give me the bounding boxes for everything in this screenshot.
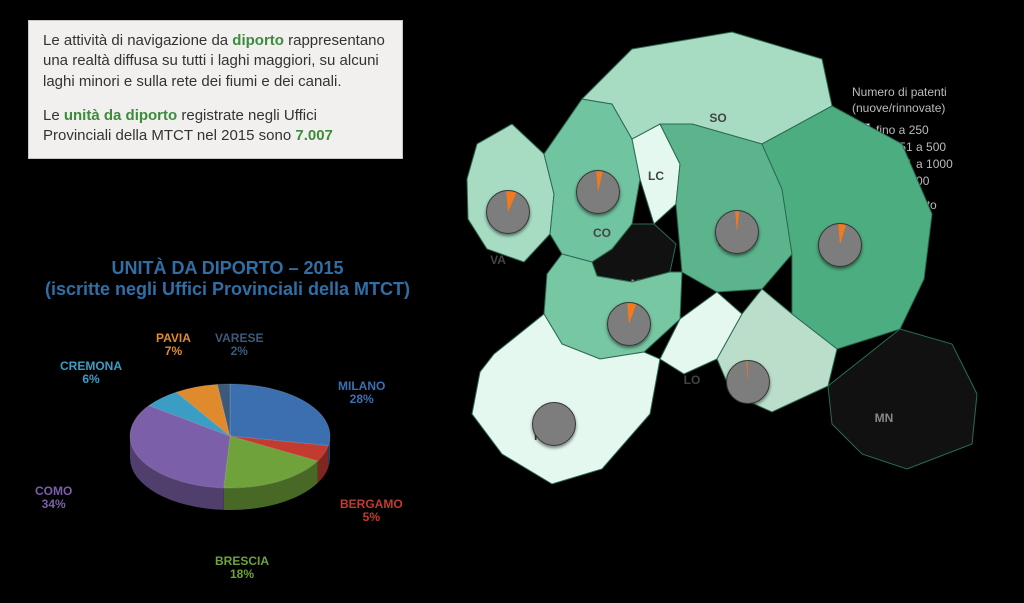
lombardy-map: VACOLCSOBGBSMBMILOCRPVMN — [432, 14, 998, 574]
info-textbox: Le attività di navigazione da diporto ra… — [28, 20, 403, 159]
pie-label-name: PAVIA — [156, 331, 191, 345]
pie-label-pct: 2% — [215, 345, 263, 358]
map-mini-pie — [715, 210, 759, 254]
p1a: Le attività di navigazione da — [43, 32, 232, 49]
map-mini-pie — [726, 360, 770, 404]
pie-title-line2: (iscritte negli Uffici Provinciali della… — [20, 279, 435, 300]
pie-label-pct: 6% — [60, 373, 122, 386]
pie-svg — [120, 356, 340, 546]
pie-slice-label: MILANO28% — [338, 380, 385, 406]
p2-number: 7.007 — [295, 127, 333, 144]
pie-slice-label: VARESE2% — [215, 332, 263, 358]
map-region-code: LO — [684, 373, 701, 387]
map-mini-pie — [607, 302, 651, 346]
pie-slice-label: BERGAMO5% — [340, 498, 403, 524]
map-region — [828, 329, 977, 469]
map-mini-pie — [486, 190, 530, 234]
pie-slice-label: PAVIA7% — [156, 332, 191, 358]
pie-label-name: BRESCIA — [215, 554, 269, 568]
pie-label-pct: 18% — [215, 568, 269, 581]
map-mini-pie — [532, 402, 576, 446]
pie-label-name: VARESE — [215, 331, 263, 345]
pie-title-line1: UNITÀ DA DIPORTO – 2015 — [20, 258, 435, 279]
pie-label-name: BERGAMO — [340, 497, 403, 511]
map-region-code: VA — [490, 253, 506, 267]
pie-label-name: COMO — [35, 484, 72, 498]
pie-label-pct: 34% — [35, 498, 72, 511]
pie-chart — [120, 356, 340, 576]
p2-highlight: unità da diporto — [64, 107, 177, 124]
pie-slice-label: BRESCIA18% — [215, 555, 269, 581]
map-region-code: SO — [709, 111, 726, 125]
pie-label-pct: 28% — [338, 393, 385, 406]
pie-label-name: CREMONA — [60, 359, 122, 373]
map-svg: VACOLCSOBGBSMBMILOCRPVMN — [432, 14, 998, 574]
map-mini-pie — [818, 223, 862, 267]
pie-label-name: MILANO — [338, 379, 385, 393]
pie-chart-title: UNITÀ DA DIPORTO – 2015 (iscritte negli … — [20, 258, 435, 300]
p1-highlight: diporto — [232, 32, 284, 49]
paragraph-1: Le attività di navigazione da diporto ra… — [43, 31, 388, 92]
map-mini-pie — [576, 170, 620, 214]
paragraph-2: Le unità da diporto registrate negli Uff… — [43, 106, 388, 147]
p2a: Le — [43, 107, 64, 124]
map-region-code: LC — [648, 169, 664, 183]
map-region-code: MN — [875, 411, 894, 425]
pie-label-pct: 5% — [340, 511, 403, 524]
pie-slice-label: CREMONA6% — [60, 360, 122, 386]
pie-label-pct: 7% — [156, 345, 191, 358]
map-region-code: CO — [593, 226, 611, 240]
pie-slice-label: COMO34% — [35, 485, 72, 511]
